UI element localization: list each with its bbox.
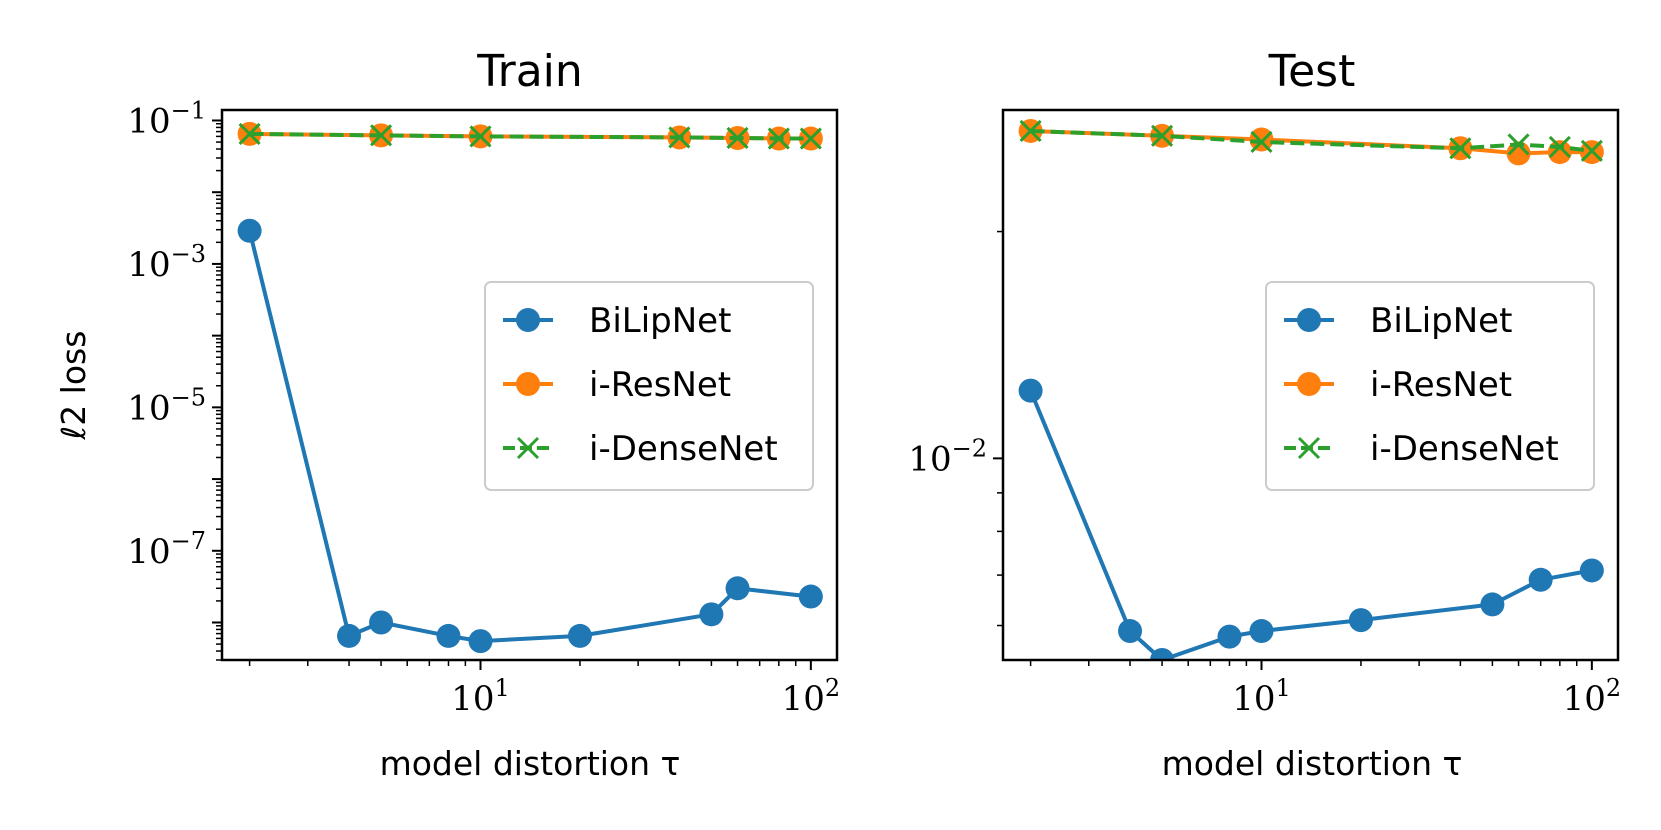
bilipnet-point	[237, 218, 262, 243]
bilipnet-point	[369, 610, 394, 635]
train-xlabel: model distortion τ	[380, 744, 681, 783]
bilipnet-point	[1249, 619, 1274, 644]
test-title: Test	[1268, 46, 1356, 97]
bilipnet-point	[567, 623, 592, 648]
i-densenet-legend-marker	[516, 436, 540, 460]
bilipnet-point	[1018, 378, 1043, 403]
i-resnet-legend-label: i-ResNet	[589, 365, 731, 405]
i-densenet-point	[1449, 137, 1472, 160]
bilipnet-point	[468, 629, 493, 654]
bilipnet-point	[1118, 619, 1143, 644]
test-axes-frame	[1001, 108, 1620, 662]
bilipnet-point	[1480, 592, 1505, 617]
bilipnet-point	[1217, 624, 1242, 649]
bilipnet-point	[436, 623, 461, 648]
i-densenet-point	[1150, 124, 1174, 147]
bilipnet-legend-marker	[1297, 308, 1321, 332]
bilipnet-point	[699, 602, 724, 627]
y-tick-label: 10−7	[127, 527, 206, 572]
series-group	[237, 121, 823, 654]
i-densenet-point	[238, 122, 261, 145]
i-densenet-point	[668, 126, 691, 149]
series-group	[1018, 118, 1604, 660]
i-resnet-legend-label: i-ResNet	[1370, 365, 1512, 405]
train-title: Train	[476, 46, 583, 97]
i-densenet-point	[1019, 119, 1042, 143]
bilipnet-legend-label: BiLipNet	[1370, 301, 1512, 341]
bilipnet-point	[1528, 567, 1553, 592]
y-tick-label: 10−3	[127, 240, 206, 285]
i-densenet-point	[369, 124, 393, 147]
i-densenet-point	[469, 125, 492, 148]
x-tick-label: 102	[782, 674, 841, 719]
train-plot-area: 101 102 10−1 10−3 10−5 10−7	[127, 96, 840, 719]
test-panel: Test 101 102 10−2 model distortion τ BiLip…	[908, 46, 1621, 783]
x-tick-label: 101	[1232, 674, 1291, 719]
test-legend-box	[1265, 281, 1595, 491]
train-ylabel: ℓ2 loss	[54, 331, 93, 441]
bilipnet-point	[1150, 648, 1175, 660]
bilipnet-point	[1579, 558, 1604, 583]
x-tick-label: 101	[451, 674, 510, 719]
test-plot-area: 101 102 10−2	[908, 118, 1622, 719]
i-densenet-point	[726, 126, 749, 150]
i-resnet-legend-marker	[516, 372, 540, 396]
bilipnet-legend-marker	[516, 308, 540, 332]
bilipnet-point	[725, 576, 750, 601]
y-tick-label: 10−5	[127, 383, 206, 428]
train-legend: BiLipNet i-ResNet i-DenseNet	[484, 281, 814, 491]
i-densenet-point	[1580, 139, 1603, 162]
i-densenet-point	[1507, 133, 1530, 156]
i-densenet-point	[799, 127, 822, 150]
i-densenet-point	[767, 127, 790, 150]
test-legend: BiLipNet i-ResNet i-DenseNet	[1265, 281, 1595, 491]
bilipnet-point	[798, 584, 823, 609]
train-panel: Train 101 102 10−1 10−3 10−5 10−7 model disto…	[54, 46, 840, 783]
i-resnet-point	[1506, 141, 1531, 166]
i-densenet-legend-label: i-DenseNet	[589, 429, 778, 469]
y-tick-label: 10−1	[127, 96, 206, 141]
x-tick-label: 102	[1563, 674, 1622, 719]
bilipnet-point	[337, 623, 362, 648]
i-densenet-legend-label: i-DenseNet	[1370, 429, 1559, 469]
i-resnet-point	[1547, 140, 1572, 165]
i-densenet-legend-marker	[1297, 436, 1321, 460]
i-resnet-legend-marker	[1297, 372, 1321, 396]
y-tick-label: 10−2	[908, 434, 987, 479]
i-densenet-point	[1548, 135, 1571, 159]
bilipnet-point	[1348, 608, 1373, 633]
i-resnet-point	[1249, 127, 1274, 152]
test-xlabel: model distortion τ	[1162, 744, 1463, 783]
train-legend-box	[484, 281, 814, 491]
train-axes-frame	[220, 108, 839, 662]
i-densenet-point	[1250, 130, 1273, 154]
bilipnet-legend-label: BiLipNet	[589, 301, 731, 341]
